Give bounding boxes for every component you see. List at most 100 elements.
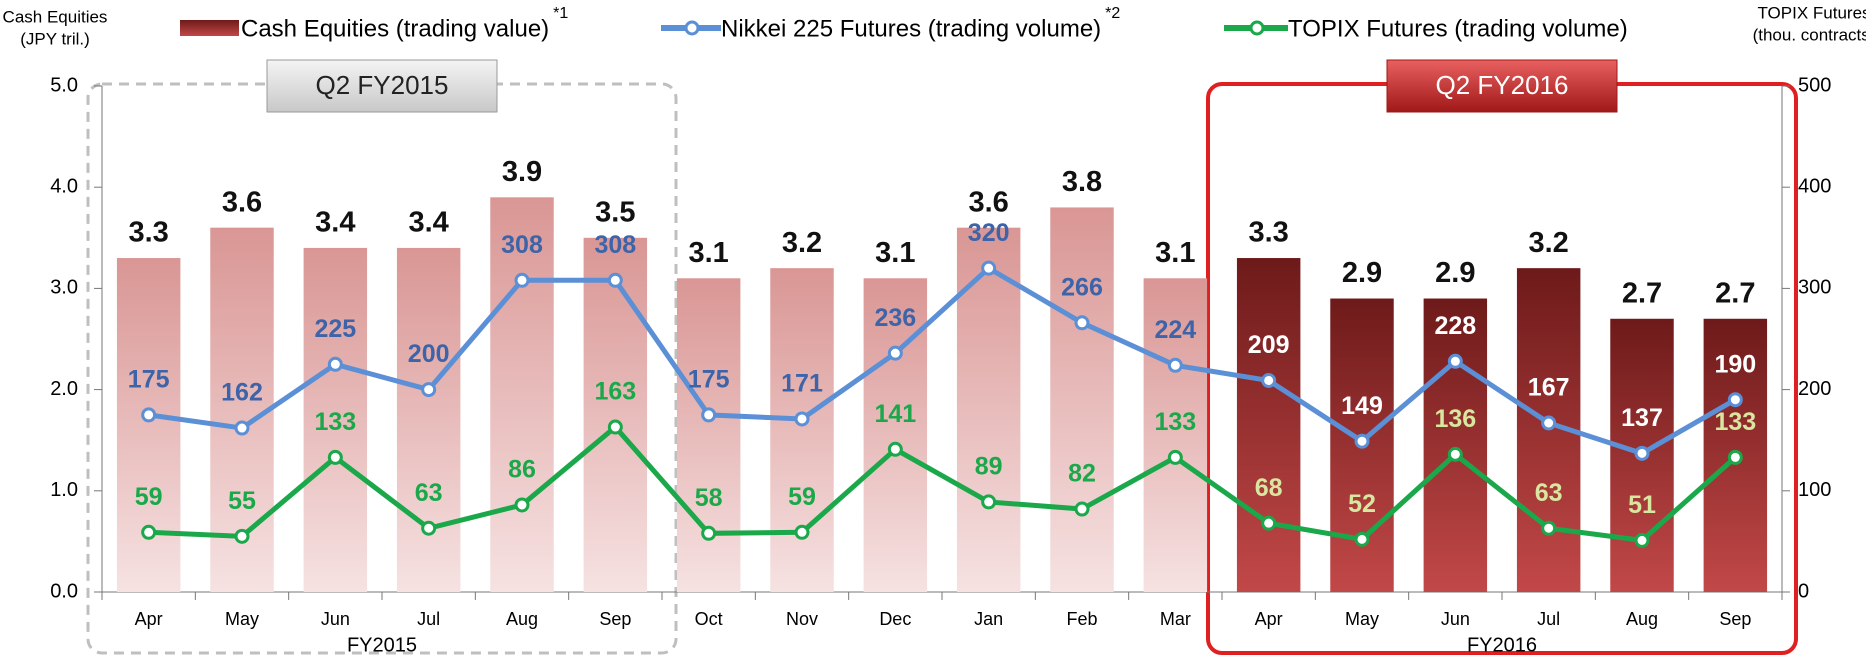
point: [1261, 515, 1277, 531]
bar-value-label: 3.4: [315, 207, 355, 239]
bar-value-label: 3.5: [595, 196, 635, 228]
bar: [1423, 298, 1488, 592]
highlight-label: Q2 FY2015: [316, 70, 449, 100]
point: [887, 441, 903, 457]
y-tick-label: 0.0: [50, 580, 78, 602]
bar: [583, 237, 648, 593]
point: [1447, 353, 1463, 369]
point-value-label: 236: [874, 304, 916, 332]
x-tick-label: Jul: [1537, 609, 1560, 629]
point: [327, 449, 343, 465]
x-tick-label: Apr: [1255, 609, 1283, 629]
point-value-label: 55: [228, 487, 256, 515]
y-axis-label: (JPY tril.): [20, 29, 90, 48]
x-tick-label: Aug: [506, 609, 538, 629]
bar: [1236, 258, 1301, 592]
x-tick-label: Jun: [1441, 609, 1470, 629]
point-value-label: 86: [508, 456, 536, 484]
point-value-label: 266: [1061, 273, 1103, 301]
point: [421, 382, 437, 398]
point: [607, 272, 623, 288]
point-value-label: 89: [975, 453, 1003, 481]
x-tick-label: Feb: [1066, 609, 1097, 629]
y2-axis-label: (thou. contracts): [1753, 25, 1866, 44]
y-tick-label: 2.0: [50, 378, 78, 400]
highlight-badge: [1386, 59, 1618, 113]
x-tick-label: Nov: [786, 609, 818, 629]
bar: [116, 258, 181, 592]
point-value-label: 225: [314, 315, 356, 343]
point: [981, 494, 997, 510]
point-value-label: 200: [408, 340, 450, 368]
point: [327, 356, 343, 372]
y2-tick-label: 0: [1798, 580, 1809, 602]
point: [1167, 449, 1183, 465]
point-value-label: 163: [594, 378, 636, 406]
bar-value-label: 2.7: [1715, 277, 1755, 309]
y-tick-label: 4.0: [50, 175, 78, 197]
point: [887, 345, 903, 361]
y2-tick-label: 100: [1798, 479, 1831, 501]
bar-value-label: 3.9: [502, 156, 542, 188]
y-tick-label: 1.0: [50, 479, 78, 501]
y-tick-label: 3.0: [50, 277, 78, 299]
point: [1261, 372, 1277, 388]
point-value-label: 228: [1434, 312, 1476, 340]
point-value-label: 63: [1535, 479, 1563, 507]
bar: [1143, 278, 1208, 592]
bar-value-label: 3.6: [969, 186, 1009, 218]
bar-value-label: 3.8: [1062, 166, 1102, 198]
point-value-label: 167: [1528, 374, 1570, 402]
line: [148, 265, 1737, 457]
point: [1541, 520, 1557, 536]
point-value-label: 308: [501, 231, 543, 259]
y2-tick-label: 400: [1798, 175, 1831, 197]
bar-value-label: 2.7: [1622, 277, 1662, 309]
bar-value-label: 3.1: [1155, 237, 1195, 269]
point: [701, 525, 717, 541]
legend-label: TOPIX Futures (trading volume): [1288, 15, 1628, 42]
point-value-label: 136: [1434, 405, 1476, 433]
point-value-label: 162: [221, 379, 263, 407]
point-value-label: 171: [781, 370, 823, 398]
bar-value-label: 3.2: [1529, 227, 1569, 259]
point-value-label: 59: [788, 483, 816, 511]
bar: [490, 197, 554, 592]
point-value-label: 190: [1714, 350, 1756, 378]
x-tick-label: Apr: [135, 609, 163, 629]
bar-value-label: 2.9: [1342, 257, 1382, 289]
bar-value-label: 3.4: [409, 207, 449, 239]
point-value-label: 82: [1068, 460, 1096, 488]
y2-tick-label: 200: [1798, 378, 1831, 400]
point-value-label: 175: [688, 366, 730, 394]
bar: [770, 268, 834, 592]
point-value-label: 133: [1714, 408, 1756, 436]
group-label: FY2016: [1467, 634, 1537, 656]
bar: [676, 278, 741, 592]
point: [794, 411, 810, 427]
point-value-label: 141: [874, 400, 916, 428]
point: [141, 524, 157, 540]
point: [234, 528, 250, 544]
point: [981, 260, 997, 276]
bar-value-label: 2.9: [1435, 257, 1475, 289]
point: [514, 272, 530, 288]
point: [794, 524, 810, 540]
point: [1074, 501, 1090, 517]
point-value-label: 59: [135, 483, 163, 511]
point: [701, 407, 717, 423]
y-axis-label: Cash Equities: [3, 7, 108, 26]
bar-value-label: 3.3: [129, 217, 169, 249]
x-tick-label: Oct: [695, 609, 723, 629]
point: [421, 520, 437, 536]
x-tick-label: Jun: [321, 609, 350, 629]
point: [1634, 532, 1650, 548]
legend-note: *2: [1105, 5, 1120, 22]
point-value-label: 133: [1154, 408, 1196, 436]
bar: [303, 247, 368, 593]
highlight-label: Q2 FY2016: [1436, 70, 1569, 100]
highlight-badge: [266, 59, 498, 113]
bar-value-label: 3.3: [1249, 217, 1289, 249]
point: [1447, 446, 1463, 462]
bar-value-label: 3.1: [689, 237, 729, 269]
